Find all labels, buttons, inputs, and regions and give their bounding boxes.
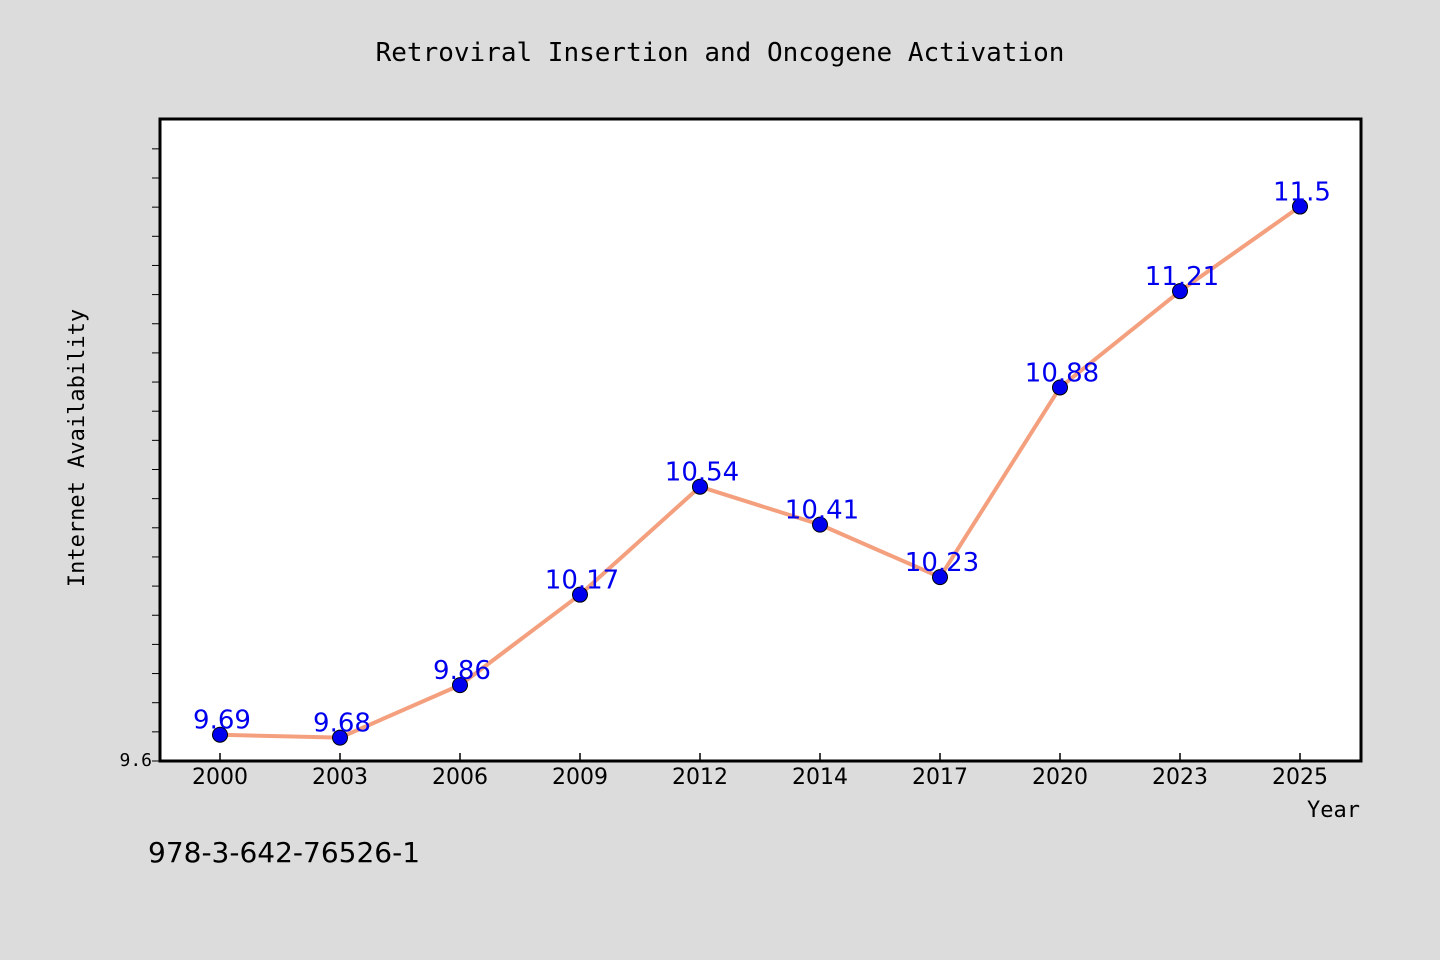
- data-label: 10.54: [665, 458, 739, 488]
- isbn-annotation: 978-3-642-76526-1: [148, 836, 420, 869]
- x-axis-ticks: [219, 753, 1301, 761]
- x-tick-label: 2006: [432, 765, 488, 790]
- data-label: 10.41: [785, 496, 859, 526]
- data-label: 9.86: [433, 656, 491, 686]
- data-point: [1292, 198, 1308, 215]
- data-label: 10.23: [905, 548, 979, 578]
- x-tick-label: 2012: [672, 765, 728, 790]
- x-tick-label: 2020: [1032, 765, 1088, 790]
- series-line: [219, 204, 1302, 740]
- data-label: 10.88: [1025, 358, 1099, 388]
- x-tick-label: 2000: [192, 765, 248, 790]
- x-tick-label: 2014: [792, 765, 848, 790]
- data-point: [572, 586, 588, 603]
- x-tick-label: 2023: [1152, 765, 1208, 790]
- data-point: [1052, 379, 1068, 396]
- data-label: 10.17: [545, 566, 619, 596]
- data-point: [212, 726, 228, 743]
- data-point: [932, 569, 948, 586]
- x-tick-label: 2003: [312, 765, 368, 790]
- y-tick-label: 9.6: [119, 750, 152, 771]
- data-point: [812, 516, 828, 533]
- data-point: [1172, 283, 1188, 300]
- data-point: [452, 677, 468, 694]
- x-tick-label: 2017: [912, 765, 968, 790]
- x-tick-label: 2025: [1272, 765, 1328, 790]
- y-axis-ticks: [152, 148, 160, 762]
- x-axis-label: Year: [1307, 798, 1360, 823]
- data-label: 11.5: [1273, 178, 1331, 208]
- series-layer: 9.69 9.68 9.86 10.17 10.54 10.41 10.23 10.88 11.…: [193, 178, 1331, 746]
- x-axis-tick-labels: 2000 2003 2006 2009 2012 2014 2017 2020 2023 2025: [192, 765, 1328, 790]
- data-point: [692, 478, 708, 495]
- chart-title: Retroviral Insertion and Oncogene Activa…: [376, 38, 1065, 68]
- data-label: 9.68: [313, 709, 371, 739]
- plot-area: [158, 117, 1363, 763]
- data-label: 9.69: [193, 706, 251, 736]
- x-tick-label: 2009: [552, 765, 608, 790]
- y-axis-label: Internet Availability: [65, 309, 90, 587]
- data-point: [332, 729, 348, 746]
- data-label: 11.21: [1145, 262, 1219, 292]
